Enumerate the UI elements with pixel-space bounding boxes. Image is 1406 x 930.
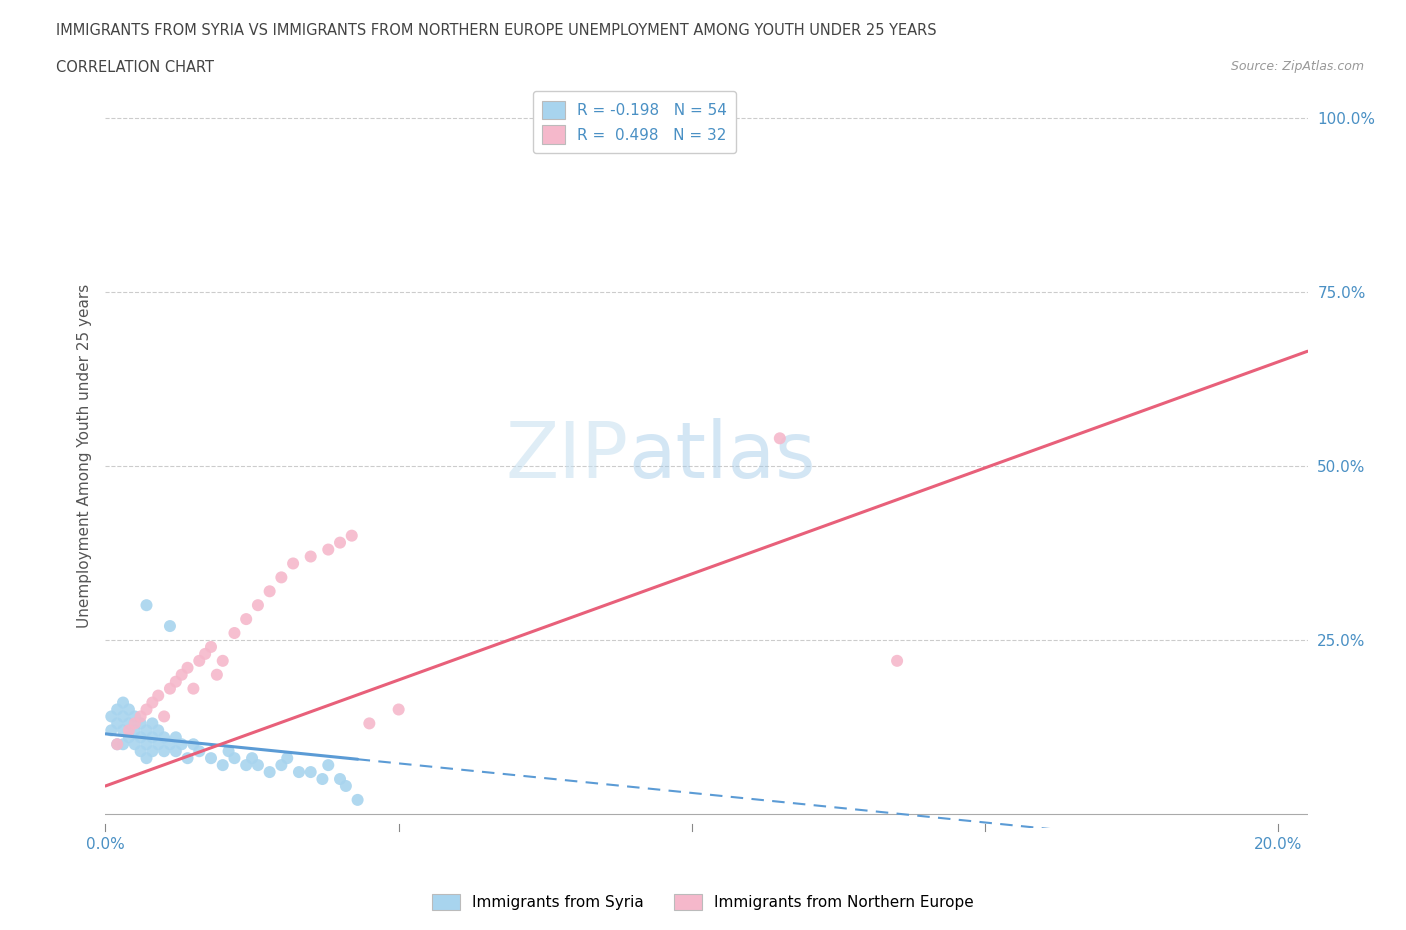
Point bbox=[246, 758, 269, 773]
Point bbox=[188, 654, 211, 669]
Point bbox=[129, 709, 152, 724]
Text: atlas: atlas bbox=[628, 418, 815, 494]
Point bbox=[188, 744, 211, 759]
Point bbox=[259, 584, 281, 599]
Point bbox=[335, 778, 357, 793]
Text: IMMIGRANTS FROM SYRIA VS IMMIGRANTS FROM NORTHERN EUROPE UNEMPLOYMENT AMONG YOUT: IMMIGRANTS FROM SYRIA VS IMMIGRANTS FROM… bbox=[56, 23, 936, 38]
Point bbox=[224, 626, 246, 641]
Legend: R = -0.198   N = 54, R =  0.498   N = 32: R = -0.198 N = 54, R = 0.498 N = 32 bbox=[533, 91, 737, 153]
Point bbox=[100, 709, 122, 724]
Point bbox=[141, 695, 163, 710]
Legend: Immigrants from Syria, Immigrants from Northern Europe: Immigrants from Syria, Immigrants from N… bbox=[425, 886, 981, 918]
Point bbox=[135, 702, 157, 717]
Point bbox=[118, 716, 141, 731]
Point bbox=[311, 772, 333, 787]
Point bbox=[118, 730, 141, 745]
Point bbox=[118, 723, 141, 737]
Point bbox=[129, 744, 152, 759]
Point bbox=[183, 737, 205, 751]
Point bbox=[240, 751, 263, 765]
Point bbox=[141, 730, 163, 745]
Point bbox=[118, 702, 141, 717]
Point bbox=[183, 681, 205, 696]
Point bbox=[153, 709, 176, 724]
Point bbox=[105, 716, 128, 731]
Point bbox=[259, 764, 281, 779]
Point bbox=[270, 570, 292, 585]
Point bbox=[165, 730, 187, 745]
Point bbox=[159, 681, 181, 696]
Point bbox=[165, 744, 187, 759]
Point bbox=[299, 764, 322, 779]
Point bbox=[200, 640, 222, 655]
Point bbox=[211, 654, 233, 669]
Text: CORRELATION CHART: CORRELATION CHART bbox=[56, 60, 214, 75]
Point bbox=[159, 618, 181, 633]
Point bbox=[135, 737, 157, 751]
Point bbox=[112, 737, 135, 751]
Y-axis label: Unemployment Among Youth under 25 years: Unemployment Among Youth under 25 years bbox=[76, 284, 91, 628]
Point bbox=[100, 723, 122, 737]
Point bbox=[129, 730, 152, 745]
Point bbox=[224, 751, 246, 765]
Point bbox=[176, 660, 198, 675]
Point bbox=[299, 549, 322, 564]
Point bbox=[153, 730, 176, 745]
Point bbox=[359, 716, 381, 731]
Point bbox=[235, 612, 257, 627]
Point bbox=[135, 723, 157, 737]
Point bbox=[112, 723, 135, 737]
Text: Source: ZipAtlas.com: Source: ZipAtlas.com bbox=[1230, 60, 1364, 73]
Text: ZIP: ZIP bbox=[505, 418, 628, 494]
Point bbox=[346, 792, 368, 807]
Point bbox=[176, 751, 198, 765]
Point bbox=[246, 598, 269, 613]
Point bbox=[112, 695, 135, 710]
Point bbox=[270, 758, 292, 773]
Point bbox=[124, 723, 146, 737]
Point bbox=[129, 716, 152, 731]
Point bbox=[105, 702, 128, 717]
Point bbox=[165, 674, 187, 689]
Point bbox=[124, 737, 146, 751]
Point bbox=[105, 737, 128, 751]
Point bbox=[340, 528, 363, 543]
Point bbox=[211, 758, 233, 773]
Point bbox=[316, 758, 339, 773]
Point bbox=[141, 716, 163, 731]
Point bbox=[205, 668, 228, 683]
Point bbox=[135, 598, 157, 613]
Point bbox=[288, 764, 311, 779]
Point bbox=[316, 542, 339, 557]
Point bbox=[200, 751, 222, 765]
Point bbox=[329, 772, 352, 787]
Point bbox=[276, 751, 298, 765]
Point bbox=[112, 709, 135, 724]
Point bbox=[769, 431, 792, 445]
Point bbox=[281, 556, 304, 571]
Point bbox=[159, 737, 181, 751]
Point bbox=[388, 702, 411, 717]
Point bbox=[329, 535, 352, 550]
Point bbox=[235, 758, 257, 773]
Point bbox=[148, 688, 170, 703]
Point bbox=[170, 737, 193, 751]
Point bbox=[194, 646, 217, 661]
Point bbox=[218, 744, 240, 759]
Point bbox=[124, 716, 146, 731]
Point bbox=[148, 723, 170, 737]
Point bbox=[886, 654, 908, 669]
Point bbox=[170, 668, 193, 683]
Point bbox=[124, 709, 146, 724]
Point bbox=[135, 751, 157, 765]
Point bbox=[105, 737, 128, 751]
Point bbox=[153, 744, 176, 759]
Point bbox=[148, 737, 170, 751]
Point bbox=[141, 744, 163, 759]
